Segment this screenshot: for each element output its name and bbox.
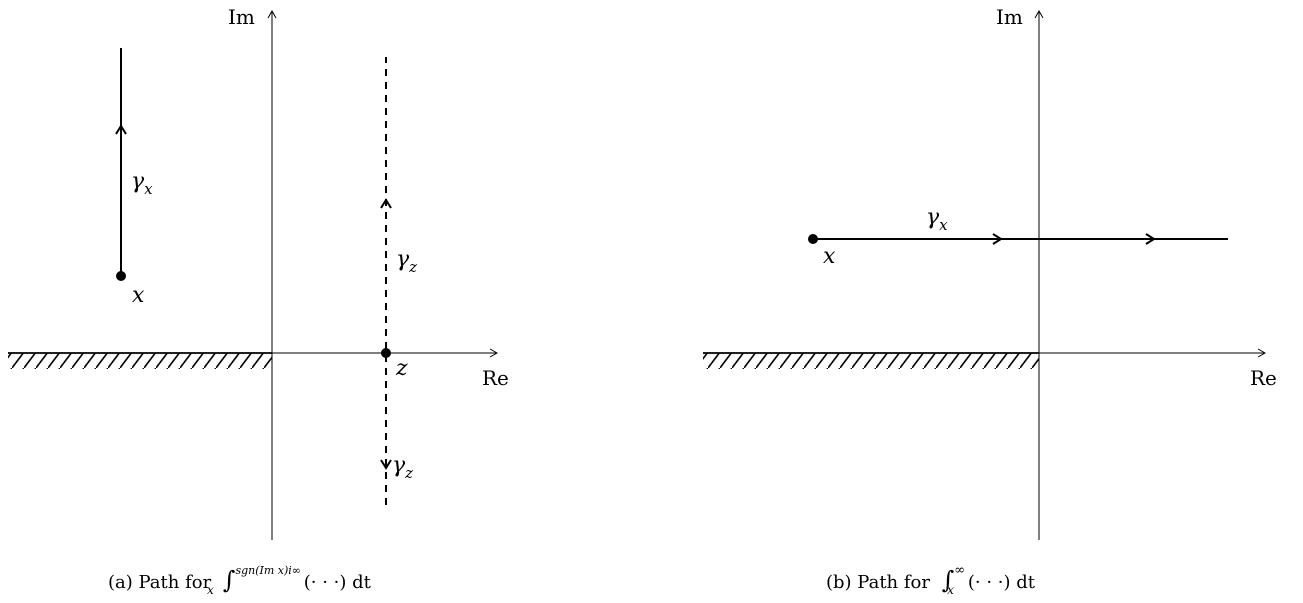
caption-b: (b) Path for ∫∞ x (· · ·) dt bbox=[826, 563, 1036, 597]
point-x-label: x bbox=[823, 244, 836, 269]
branch-cut-hatching bbox=[8, 353, 272, 369]
gamma-x-label: γx bbox=[131, 169, 153, 198]
branch-cut-hatching bbox=[703, 353, 1039, 369]
gamma-x-arrowhead-1 bbox=[992, 233, 1003, 245]
im-axis-label: Im bbox=[996, 5, 1023, 29]
gamma-x-label: γx bbox=[926, 205, 948, 234]
gamma-z-upper-label: γz bbox=[396, 247, 417, 276]
real-axis-arrow bbox=[1257, 348, 1267, 358]
imaginary-axis-arrow bbox=[1034, 9, 1044, 19]
re-axis-label: Re bbox=[1250, 366, 1277, 390]
gamma-z-lower-arrowhead bbox=[380, 459, 392, 470]
gamma-x-arrowhead-2 bbox=[1145, 233, 1156, 245]
point-x-dot bbox=[116, 271, 126, 281]
caption-a: (a) Path for ∫sgn(Im x)i∞ x (· · ·) dt bbox=[108, 564, 372, 597]
gamma-z-lower-label: γz bbox=[392, 453, 413, 482]
real-axis-arrow bbox=[489, 348, 499, 358]
panel-a: Im Re x γx z γz γz (a) Path for ∫sgn(Im … bbox=[8, 5, 509, 597]
point-x-dot bbox=[808, 234, 818, 244]
point-z-label: z bbox=[395, 356, 408, 381]
imaginary-axis-arrow bbox=[267, 9, 277, 19]
im-axis-label: Im bbox=[228, 5, 255, 29]
point-z-dot bbox=[381, 348, 391, 358]
gamma-x-arrowhead bbox=[115, 124, 127, 135]
point-x-label: x bbox=[132, 283, 145, 308]
gamma-z-upper-arrowhead bbox=[380, 198, 392, 209]
panel-b: Im Re x γx (b) Path for ∫∞ x (· · ·) dt bbox=[703, 5, 1277, 597]
re-axis-label: Re bbox=[482, 366, 509, 390]
